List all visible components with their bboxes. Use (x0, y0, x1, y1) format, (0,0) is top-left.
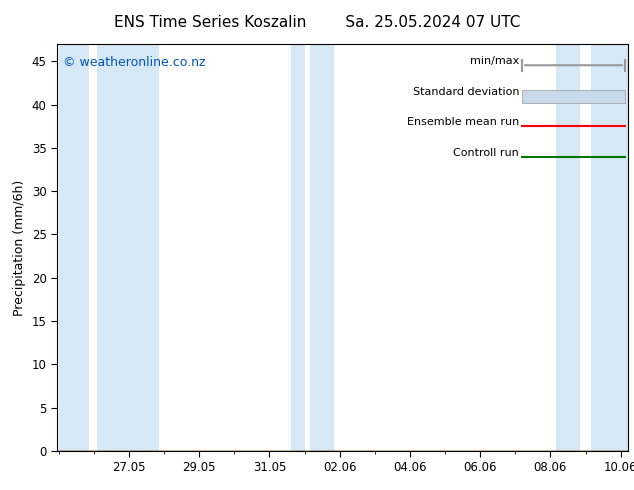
Text: Standard deviation: Standard deviation (413, 87, 519, 97)
Text: Controll run: Controll run (453, 148, 519, 158)
Text: min/max: min/max (470, 56, 519, 66)
FancyBboxPatch shape (522, 90, 624, 103)
Text: Ensemble mean run: Ensemble mean run (407, 117, 519, 127)
Bar (290, 44, 304, 451)
Bar (555, 44, 580, 451)
Text: ENS Time Series Koszalin        Sa. 25.05.2024 07 UTC: ENS Time Series Koszalin Sa. 25.05.2024 … (114, 15, 520, 30)
Bar (59, 44, 89, 451)
Y-axis label: Precipitation (mm/6h): Precipitation (mm/6h) (13, 179, 26, 316)
Bar (98, 44, 159, 451)
Text: © weatheronline.co.nz: © weatheronline.co.nz (63, 56, 205, 69)
Bar (591, 44, 634, 451)
Bar (310, 44, 335, 451)
